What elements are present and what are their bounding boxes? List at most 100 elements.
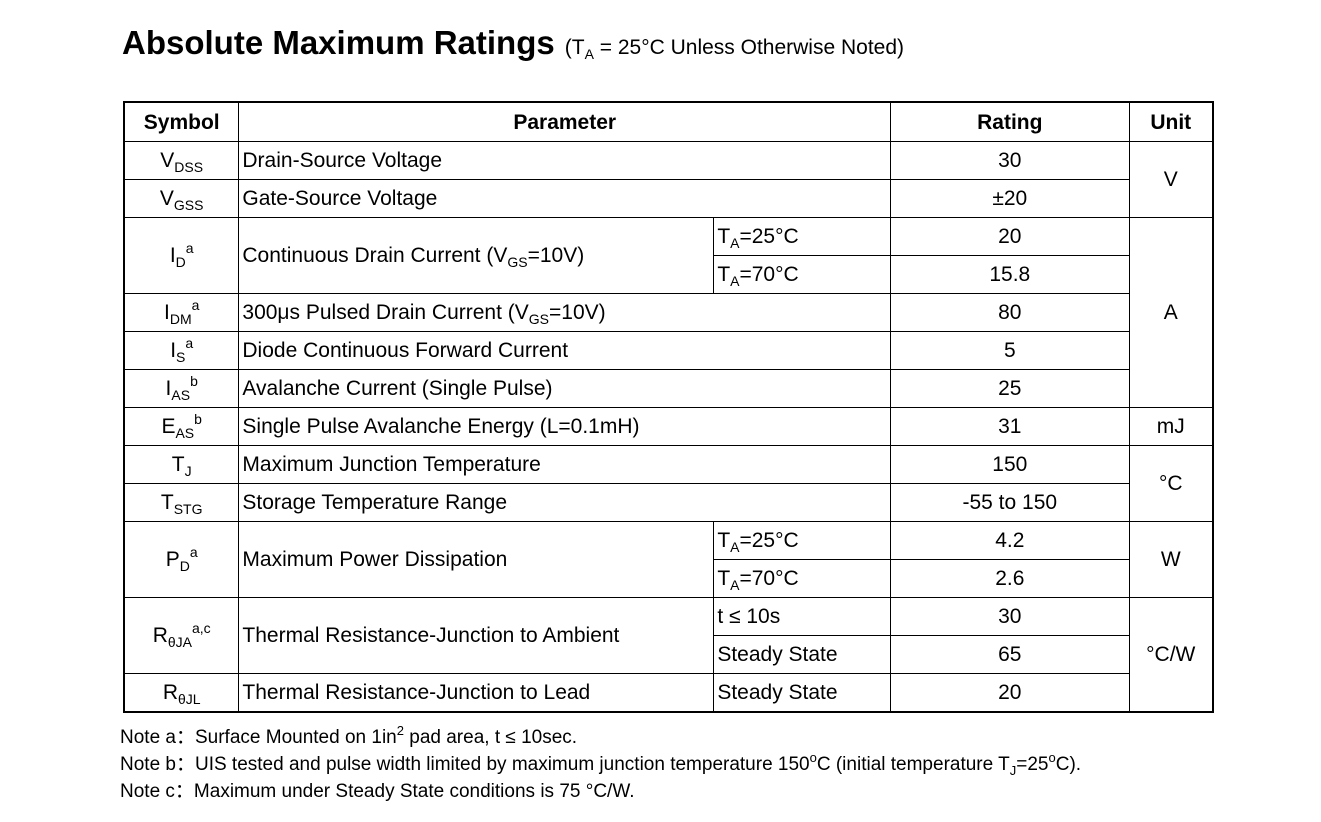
text-segment: =25 bbox=[1016, 754, 1049, 775]
text-segment: T bbox=[717, 225, 731, 248]
text-segment: I bbox=[170, 339, 177, 362]
text-segment: DM bbox=[169, 311, 192, 327]
condition-cell: Steady State bbox=[713, 635, 892, 674]
text-segment: o bbox=[809, 750, 817, 765]
parameter-cell: 300μs Pulsed Drain Current (VGS=10V) bbox=[238, 293, 892, 332]
text-segment: C (initial temperature T bbox=[816, 754, 1010, 775]
symbol-cell: ISa bbox=[123, 331, 240, 370]
text-segment: AS bbox=[171, 387, 191, 403]
text-segment: Maximum under Steady State conditions is… bbox=[193, 781, 635, 802]
table-row: RθJAa,c Thermal Resistance-Junction to Am… bbox=[123, 597, 1214, 713]
parameter-cell: Thermal Resistance-Junction to Ambient bbox=[238, 597, 715, 674]
symbol-cell: VDSS bbox=[123, 141, 240, 180]
rating-cell: 20 bbox=[890, 217, 1130, 256]
condition-cell: TA=25°C bbox=[713, 217, 892, 256]
condition-cell: t ≤ 10s bbox=[713, 597, 892, 636]
text-segment: θJA bbox=[167, 634, 192, 650]
text-segment: I bbox=[169, 244, 176, 267]
text-segment: 2 bbox=[396, 723, 404, 738]
table-row: Steady State 65 bbox=[124, 635, 1213, 674]
text-segment: (T bbox=[564, 36, 585, 59]
text-segment: GSS bbox=[173, 197, 204, 213]
text-segment: A bbox=[730, 539, 740, 555]
table-row: RθJL Thermal Resistance-Junction to Lead S… bbox=[123, 673, 1213, 713]
symbol-cell: TSTG bbox=[123, 483, 240, 522]
text-segment: a bbox=[191, 297, 200, 313]
parameter-cell: Maximum Power Dissipation bbox=[238, 521, 715, 598]
text-segment: a bbox=[185, 335, 194, 351]
text-segment: a bbox=[189, 544, 198, 560]
text-segment: E bbox=[161, 415, 176, 438]
rating-cell: 4.2 bbox=[890, 521, 1130, 560]
text-segment: R bbox=[152, 624, 168, 647]
unit-cell: W bbox=[1128, 521, 1214, 598]
table-row: IDMa 300μs Pulsed Drain Current (VGS=10V)… bbox=[123, 293, 1213, 332]
text-segment: pad area, t ≤ 10sec. bbox=[403, 727, 578, 748]
text-segment: J bbox=[184, 463, 192, 479]
unit-cell: mJ bbox=[1128, 407, 1214, 446]
note: Note c：Maximum under Steady State condit… bbox=[120, 778, 1081, 805]
rating-cell: 15.8 bbox=[890, 255, 1130, 294]
rating-cell: 2.6 bbox=[890, 559, 1130, 598]
unit-cell: °C bbox=[1128, 445, 1214, 522]
table-row: TA=70°C 2.6 bbox=[124, 559, 1213, 598]
column-header: Parameter bbox=[238, 101, 892, 142]
text-segment: Note b： bbox=[120, 754, 195, 775]
text-segment: =10V) bbox=[527, 244, 585, 267]
column-header: Rating bbox=[890, 101, 1130, 142]
text-segment: A bbox=[730, 577, 740, 593]
text-segment: Note a： bbox=[120, 727, 195, 748]
condition-cell: TA=70°C bbox=[713, 255, 892, 294]
table-row: VGSS Gate-Source Voltage ±20 bbox=[123, 179, 1213, 218]
text-segment: I bbox=[163, 301, 170, 324]
column-header: Unit bbox=[1128, 101, 1214, 142]
symbol-cell: VGSS bbox=[123, 179, 240, 218]
symbol-cell: PDa bbox=[123, 521, 240, 598]
notes: Note a：Surface Mounted on 1in2 pad area,… bbox=[120, 724, 1081, 805]
text-segment: T bbox=[717, 263, 731, 286]
table-row: TSTG Storage Temperature Range -55 to 150 bbox=[123, 483, 1213, 522]
parameter-cell: Thermal Resistance-Junction to Lead bbox=[238, 673, 715, 713]
text-segment: A bbox=[730, 235, 740, 251]
table-row: TA=70°C 15.8 bbox=[124, 255, 1213, 294]
table-body: Symbol Parameter Rating Unit bbox=[123, 101, 1214, 142]
text-segment: T bbox=[717, 567, 731, 590]
text-segment: a bbox=[185, 240, 194, 256]
column-header: Symbol bbox=[123, 101, 240, 142]
text-segment: GS bbox=[528, 311, 550, 327]
condition-cell: TA=25°C bbox=[713, 521, 892, 560]
rating-cell: 150 bbox=[890, 445, 1130, 484]
text-segment: 300μs Pulsed Drain Current (V bbox=[242, 301, 529, 324]
table-row: TJ Maximum Junction Temperature 150 °C bbox=[123, 445, 1214, 522]
text-segment: Surface Mounted on 1in bbox=[194, 727, 397, 748]
symbol-cell: IDMa bbox=[123, 293, 240, 332]
rating-cell: 65 bbox=[890, 635, 1130, 674]
table-row: IDa Continuous Drain Current (VGS=10V) TA=… bbox=[123, 217, 1214, 408]
text-segment: =25°C bbox=[739, 225, 799, 248]
rating-cell: -55 to 150 bbox=[890, 483, 1130, 522]
text-segment: D bbox=[175, 254, 186, 270]
text-segment: =70°C bbox=[739, 263, 799, 286]
text-segment: T bbox=[171, 453, 185, 476]
text-segment: STG bbox=[173, 501, 203, 517]
parameter-cell: Gate-Source Voltage bbox=[238, 179, 892, 218]
text-segment: θJL bbox=[177, 691, 201, 707]
symbol-cell: TJ bbox=[123, 445, 240, 484]
note: Note b：UIS tested and pulse width limite… bbox=[120, 751, 1081, 778]
parameter-cell: Drain-Source Voltage bbox=[238, 141, 892, 180]
text-segment: D bbox=[179, 558, 190, 574]
text-segment: =25°C bbox=[739, 529, 799, 552]
symbol-cell: RθJAa,c bbox=[123, 597, 240, 674]
text-segment: C). bbox=[1055, 754, 1082, 775]
text-segment: I bbox=[165, 377, 172, 400]
text-segment: b bbox=[194, 411, 202, 427]
parameter-cell: Storage Temperature Range bbox=[238, 483, 892, 522]
text-segment: J bbox=[1009, 763, 1017, 778]
rating-cell: 31 bbox=[890, 407, 1130, 446]
text-segment: a,c bbox=[192, 620, 211, 636]
text-segment: V bbox=[160, 149, 175, 172]
text-segment: o bbox=[1048, 750, 1056, 765]
parameter-cell: Continuous Drain Current (VGS=10V) bbox=[238, 217, 715, 294]
unit-cell: V bbox=[1128, 141, 1214, 218]
